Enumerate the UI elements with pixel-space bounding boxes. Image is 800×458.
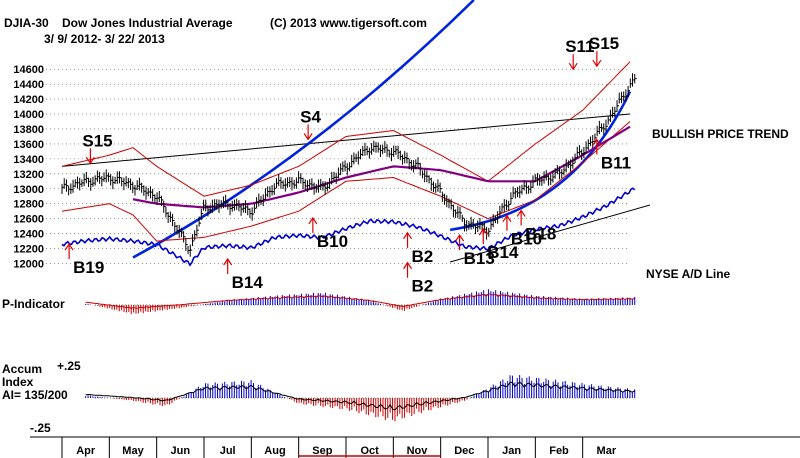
sell-signal-label: S4 xyxy=(300,107,321,126)
accum-average xyxy=(85,381,635,411)
y-tick-label: 14400 xyxy=(13,79,44,91)
buy-arrow-head xyxy=(502,214,512,222)
sell-arrow-head xyxy=(568,62,578,71)
accum-label: Accum xyxy=(2,362,42,376)
month-label: Aug xyxy=(264,445,285,457)
buy-signal-label: B13 xyxy=(464,249,495,268)
y-tick-label: 12400 xyxy=(13,229,44,241)
month-label: Oct xyxy=(360,445,379,457)
month-label: Jan xyxy=(502,445,521,457)
p-indicator-histogram xyxy=(85,289,636,315)
y-tick-label: 14200 xyxy=(13,94,44,106)
buy-signal-label: B14 xyxy=(232,273,264,292)
month-label: Nov xyxy=(407,445,429,457)
month-label: Jun xyxy=(171,445,191,457)
y-tick-label: 13000 xyxy=(13,184,44,196)
ad-line-layer xyxy=(61,187,651,267)
accum-top-label: +.25 xyxy=(57,359,81,373)
y-tick-label: 12800 xyxy=(13,199,44,211)
p-indicator-average xyxy=(85,292,635,310)
month-label: Sep xyxy=(312,445,332,457)
buy-signal-label: B14 xyxy=(487,243,519,262)
month-axis: Apr May Jun Jul Aug Sep Oct Nov Dec Jan Feb Mar xyxy=(61,437,617,458)
ai-label: AI= 135/200 xyxy=(2,388,68,402)
month-label: May xyxy=(122,445,144,457)
buy-signal-label: B2 xyxy=(412,277,434,296)
y-axis-ticks: 14600 14400 14200 14000 13800 13600 13400 13200… xyxy=(13,64,44,270)
buy-arrow-head xyxy=(455,234,465,242)
sell-arrow-head xyxy=(85,157,95,165)
y-tick-label: 13400 xyxy=(13,154,44,166)
upper-band xyxy=(61,61,631,197)
sell-signal-label: S15 xyxy=(589,34,619,53)
copyright: (C) 2013 www.tigersoft.com xyxy=(270,16,427,30)
month-label: Mar xyxy=(597,445,617,457)
parabolic-trendline xyxy=(132,0,475,259)
buy-arrow-head xyxy=(403,261,413,270)
ad-line-label: NYSE A/D Line xyxy=(646,267,731,281)
y-tick-label: 12600 xyxy=(13,214,44,226)
buy-arrow-head xyxy=(516,209,526,217)
month-label: Jul xyxy=(220,445,236,457)
buy-signal-label: B2 xyxy=(412,247,434,266)
buy-signal-label: B18 xyxy=(525,224,556,243)
accum-histogram xyxy=(85,375,636,422)
y-tick-label: 12200 xyxy=(13,244,44,256)
buy-arrow-head xyxy=(478,228,488,236)
trend-note: BULLISH PRICE TREND xyxy=(652,127,789,141)
buy-arrow-head xyxy=(64,242,74,251)
index-name: Dow Jones Industrial Average xyxy=(62,16,233,30)
price-bars xyxy=(61,73,637,257)
buy-signal-label: B11 xyxy=(601,153,631,172)
y-tick-label: 13200 xyxy=(13,169,44,181)
buy-signal-label: B19 xyxy=(73,258,104,277)
symbol-label: DJIA-30 xyxy=(4,16,49,30)
sell-signal-label: S11 xyxy=(565,37,594,56)
lower-band xyxy=(61,121,631,242)
y-tick-label: 13600 xyxy=(13,139,44,151)
moving-average xyxy=(132,125,631,209)
month-label: Dec xyxy=(454,445,474,457)
y-tick-label: 12000 xyxy=(13,258,44,270)
sell-arrow-head xyxy=(303,133,313,141)
month-label: Feb xyxy=(549,445,569,457)
y-tick-label: 13800 xyxy=(13,124,44,136)
buy-arrow-head xyxy=(592,138,602,146)
accum-bottom-label: -.25 xyxy=(30,421,51,435)
y-tick-label: 14600 xyxy=(13,64,44,76)
upper-trendline xyxy=(61,113,631,167)
sell-arrow-head xyxy=(592,59,602,68)
buy-signal-label: B10 xyxy=(317,232,348,251)
index-label: Index xyxy=(2,375,34,389)
buy-arrow-head xyxy=(308,216,318,225)
month-label: Apr xyxy=(76,445,96,457)
buy-arrow-head xyxy=(223,257,233,266)
band-lines xyxy=(61,61,631,242)
y-tick-label: 14000 xyxy=(13,109,44,121)
ad-trendline xyxy=(449,204,651,263)
p-indicator-label: P-Indicator xyxy=(2,297,65,311)
date-range: 3/ 9/ 2012- 3/ 22/ 2013 xyxy=(44,32,165,46)
buy-signal-label: B10 xyxy=(511,230,542,249)
buy-arrow-head xyxy=(403,231,413,240)
sell-signal-label: S15 xyxy=(82,131,112,150)
